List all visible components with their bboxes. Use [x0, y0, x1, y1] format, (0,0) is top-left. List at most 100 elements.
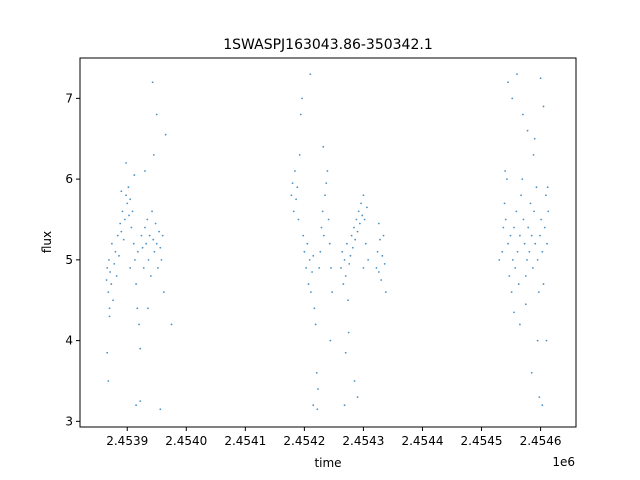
data-point [528, 250, 531, 253]
data-point [122, 238, 125, 241]
data-point [507, 242, 509, 245]
data-point [139, 347, 142, 350]
data-point [164, 133, 167, 136]
data-point [309, 73, 312, 76]
data-point [106, 351, 109, 354]
data-point [115, 275, 118, 277]
data-point [517, 283, 520, 285]
data-point [121, 210, 124, 213]
data-point [315, 372, 318, 374]
plot-frame [79, 57, 577, 428]
data-point [382, 234, 385, 237]
data-point [159, 408, 162, 411]
data-point [319, 250, 322, 253]
data-point [535, 186, 538, 189]
data-point [533, 137, 536, 140]
y-axis-label: flux [40, 231, 54, 253]
data-point [107, 291, 110, 294]
data-point [498, 258, 501, 261]
data-point [524, 275, 527, 277]
data-point [360, 202, 362, 205]
data-point [511, 97, 514, 100]
data-point [356, 396, 359, 399]
data-point [521, 113, 524, 116]
data-point [383, 263, 386, 265]
data-point [340, 267, 342, 269]
data-point [135, 283, 138, 285]
data-point [116, 234, 119, 237]
data-point [536, 339, 539, 342]
data-point [292, 210, 295, 213]
data-point [511, 258, 514, 261]
data-point [545, 339, 548, 342]
data-point [347, 299, 349, 302]
data-point [120, 230, 123, 233]
data-point [507, 81, 509, 84]
y-tick-label: 5 [65, 253, 73, 267]
data-point [120, 190, 123, 193]
data-point [328, 242, 331, 245]
data-point [344, 351, 347, 354]
data-point [346, 242, 348, 245]
data-point [303, 250, 306, 253]
data-point [321, 210, 324, 213]
data-point [170, 323, 173, 326]
data-point [544, 194, 547, 197]
data-point [514, 267, 517, 269]
data-point [112, 299, 114, 302]
data-point [136, 307, 139, 310]
data-point [106, 267, 109, 269]
data-point [362, 194, 365, 197]
data-point [145, 242, 148, 245]
data-point [516, 250, 519, 253]
data-point [147, 258, 150, 261]
chart-title: 1SWASPJ163043.86-350342.1 [223, 37, 432, 53]
data-point [318, 267, 321, 269]
data-point [516, 73, 518, 76]
data-point [356, 230, 359, 233]
data-point [537, 291, 540, 294]
data-point [343, 404, 346, 407]
data-point [152, 238, 155, 241]
data-point [302, 234, 305, 237]
data-point [540, 218, 543, 221]
data-point [330, 267, 332, 269]
data-point [503, 202, 506, 205]
data-point [146, 218, 149, 221]
data-point [144, 226, 146, 229]
data-point [322, 145, 325, 148]
data-point [151, 210, 153, 213]
data-point [118, 254, 120, 257]
data-point [539, 234, 541, 237]
data-point [299, 113, 302, 116]
data-point [107, 380, 110, 382]
data-point [519, 323, 521, 326]
data-point [331, 291, 334, 294]
data-point [136, 250, 139, 253]
data-point [313, 307, 316, 310]
data-point [123, 218, 126, 221]
data-point [353, 226, 355, 229]
data-point [114, 250, 117, 253]
data-point [142, 267, 145, 269]
data-point [381, 254, 384, 257]
data-point [129, 267, 132, 269]
data-point [510, 291, 513, 294]
data-point [524, 303, 527, 306]
data-point [546, 242, 548, 245]
data-point [539, 77, 542, 80]
data-point [529, 202, 532, 205]
data-point [358, 222, 361, 225]
data-point [109, 271, 112, 273]
data-point [502, 226, 505, 229]
data-point [314, 323, 317, 326]
data-point [506, 178, 508, 181]
data-point [294, 170, 296, 172]
data-point [105, 279, 108, 281]
data-point [541, 404, 544, 407]
data-point [377, 271, 380, 273]
y-tick-label: 3 [65, 414, 73, 428]
x-tick-label: 2.4546 [520, 434, 562, 448]
data-point [152, 153, 155, 156]
y-axis-ticks: 3 4 5 6 7 [65, 91, 80, 428]
